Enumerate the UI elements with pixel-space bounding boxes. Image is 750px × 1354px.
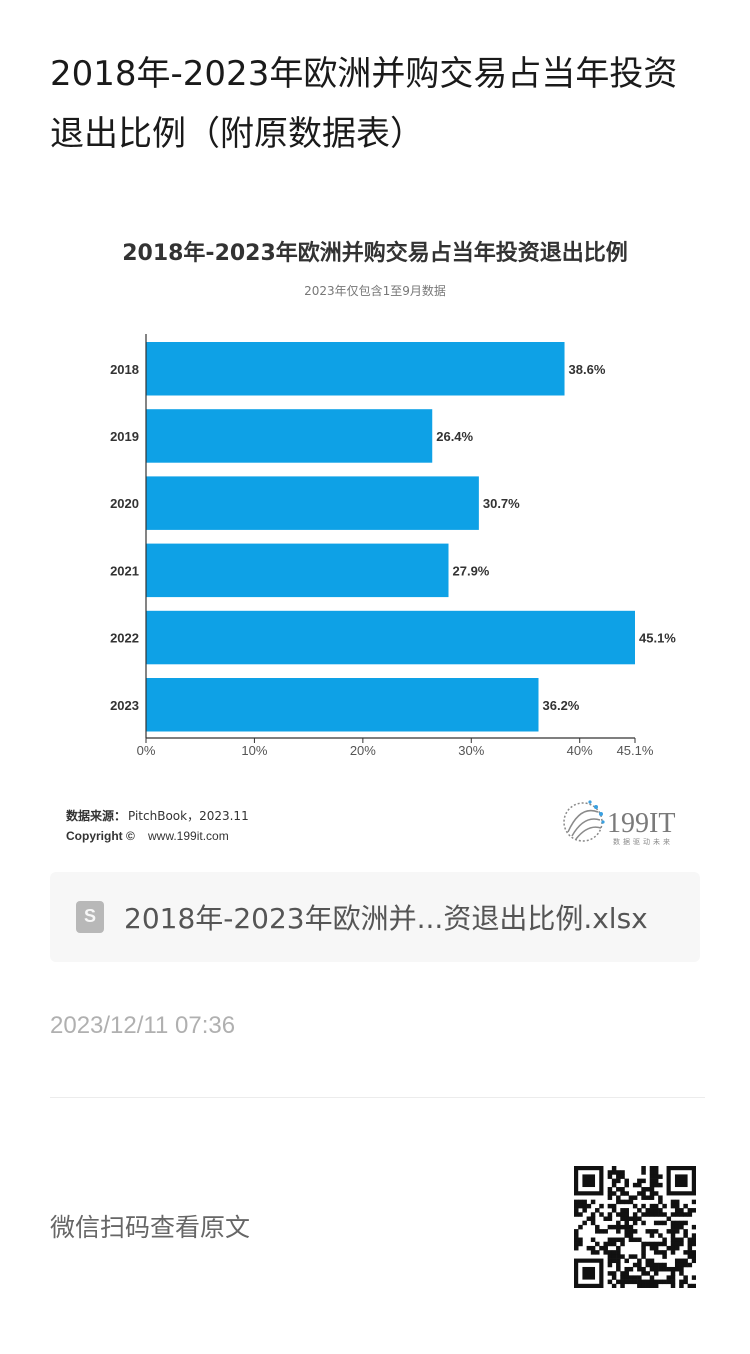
chart-title: 2018年-2023年欧洲并购交易占当年投资退出比例 bbox=[122, 240, 628, 266]
spreadsheet-file-icon bbox=[76, 901, 104, 933]
brand-logo-tagline: 数据驱动未来 bbox=[613, 837, 673, 846]
attachment-file-card[interactable]: 2018年-2023年欧洲并...资退出比例.xlsx bbox=[50, 872, 700, 962]
qr-code-icon[interactable] bbox=[574, 1166, 696, 1288]
data-label: 26.4% bbox=[436, 429, 473, 444]
data-label: 45.1% bbox=[639, 631, 676, 646]
x-tick-label: 10% bbox=[241, 743, 267, 758]
brand-logo-text: 199IT bbox=[607, 808, 675, 839]
brand-logo-icon bbox=[563, 800, 605, 842]
chart-subtitle: 2023年仅包含1至9月数据 bbox=[304, 283, 446, 298]
y-tick-label: 2021 bbox=[110, 563, 139, 578]
data-label: 36.2% bbox=[543, 698, 580, 713]
y-tick-label: 2022 bbox=[110, 631, 139, 646]
x-tick-label: 0% bbox=[137, 743, 156, 758]
data-label: 27.9% bbox=[453, 563, 490, 578]
data-label: 38.6% bbox=[569, 362, 606, 377]
bar-2023 bbox=[146, 678, 539, 732]
data-label: 30.7% bbox=[483, 496, 520, 511]
page-title: 2018年-2023年欧洲并购交易占当年投资退出比例（附原数据表） bbox=[50, 54, 678, 154]
source-label: 数据来源： bbox=[66, 808, 126, 823]
bar-2020 bbox=[146, 476, 479, 530]
source-value: PitchBook，2023.11 bbox=[128, 809, 249, 823]
bar-2019 bbox=[146, 409, 433, 463]
y-tick-label: 2018 bbox=[110, 362, 139, 377]
x-tick-label: 40% bbox=[567, 743, 593, 758]
copyright-value: www.199it.com bbox=[147, 829, 229, 843]
y-tick-label: 2020 bbox=[110, 496, 139, 511]
attachment-file-name: 2018年-2023年欧洲并...资退出比例.xlsx bbox=[124, 902, 648, 935]
x-tick-label: 30% bbox=[458, 743, 484, 758]
publish-timestamp: 2023/12/11 07:36 bbox=[50, 1012, 236, 1039]
divider bbox=[50, 1097, 705, 1098]
read-original-label: 微信扫码查看原文 bbox=[50, 1213, 251, 1242]
x-tick-label: 45.1% bbox=[617, 743, 654, 758]
bar-2022 bbox=[146, 610, 635, 665]
y-tick-label: 2019 bbox=[110, 429, 139, 444]
y-tick-label: 2023 bbox=[110, 698, 139, 713]
bar-2018 bbox=[146, 342, 565, 396]
copyright-label: Copyright © bbox=[66, 829, 135, 843]
chart-image: 2018年-2023年欧洲并购交易占当年投资退出比例 2023年仅包含1至9月数… bbox=[66, 240, 676, 846]
bar-2021 bbox=[146, 543, 449, 598]
x-tick-label: 20% bbox=[350, 743, 376, 758]
